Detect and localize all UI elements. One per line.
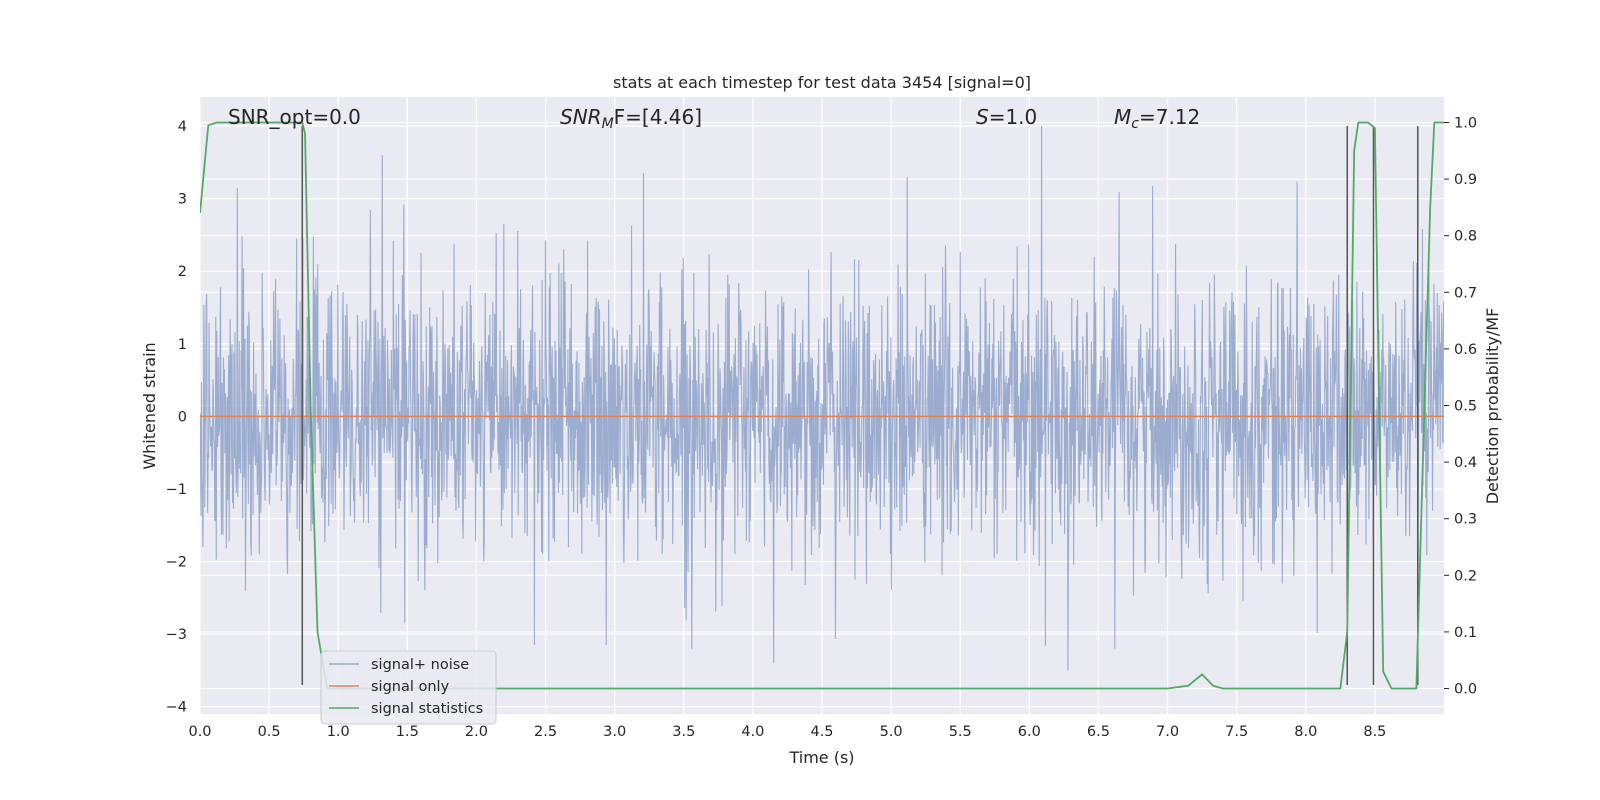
snr-mf-rest: F=[4.46] [614,105,702,129]
y-right-tick-label: 0.4 [1454,455,1477,471]
x-tick-label: 0.0 [188,724,211,740]
x-tick-label: 5.0 [880,724,903,740]
snr-mf-main: SNR [560,105,602,129]
x-tick-label: 2.0 [465,724,488,740]
y-left-tick-label: 2 [178,264,187,280]
s-main: S [976,105,989,129]
x-tick-label: 1.0 [327,724,350,740]
y-right-tick-label: 0.2 [1454,568,1477,584]
y-left-tick-label: −2 [166,555,187,571]
y-right-tick-label: 0.9 [1454,172,1477,188]
chart-title: stats at each timestep for test data 345… [613,73,1031,92]
x-tick-label: 8.5 [1363,724,1386,740]
annotation-s: S=1.0 [976,105,1037,129]
statistics-series [200,121,1444,690]
legend-label-statistics: signal statistics [371,701,483,717]
x-tick-label: 5.5 [949,724,972,740]
right-axis-ticks: 1.0 0.9 0.8 0.7 0.6 0.5 0.4 0.3 0.2 0.1 0.0 [1444,115,1477,698]
x-tick-label: 4.0 [741,724,764,740]
x-tick-label: 2.5 [534,724,557,740]
y-right-tick-label: 0.8 [1454,229,1477,245]
y-left-tick-label: 0 [178,409,187,425]
x-tick-label: 7.5 [1225,724,1248,740]
mc-sub: c [1131,116,1139,132]
annotation-mc: Mc=7.12 [1114,105,1200,132]
legend-box [320,650,497,725]
statistics-line [200,121,1444,690]
y-right-tick-label: 0.3 [1454,512,1477,528]
vertical-lines [301,126,1419,685]
y-right-tick-label: 0.7 [1454,285,1477,301]
y-left-tick-label: 3 [178,192,187,208]
y-left-tick-label: −1 [166,482,187,498]
y-right-tick-label: 0.5 [1454,399,1477,415]
noise-series [200,126,1444,671]
x-tick-label: 1.5 [396,724,419,740]
y-axis-label-right: Detection probability/MF [1483,308,1502,505]
annotation-snr-opt: SNR_opt=0.0 [228,105,361,129]
annotations: SNR_opt=0.0 SNRMF=[4.46] S=1.0 Mc=7.12 [228,105,1200,132]
x-axis-label: Time (s) [788,748,854,767]
x-tick-label: 8.0 [1294,724,1317,740]
x-tick-label: 6.5 [1087,724,1110,740]
annotation-snr-mf: SNRMF=[4.46] [560,105,702,132]
y-left-tick-label: −4 [166,700,187,716]
snr-mf-sub: M [602,116,614,132]
y-right-tick-label: 0.0 [1454,682,1477,698]
legend-label-noise: signal+ noise [371,657,469,673]
x-tick-label: 4.5 [810,724,833,740]
left-axis-ticks: 4 3 2 1 0 −1 −2 −3 −4 [166,119,187,716]
x-axis-ticks: 0.0 0.5 1.0 1.5 2.0 2.5 3.0 3.5 4.0 4.5 5.0 5.5 6.0 6… [188,724,1386,740]
x-tick-label: 0.5 [258,724,281,740]
legend: signal+ noise signal only signal statist… [320,650,497,725]
x-tick-label: 3.0 [603,724,626,740]
s-rest: =1.0 [989,105,1038,129]
y-axis-label-left: Whitened strain [140,342,159,469]
x-tick-label: 3.5 [672,724,695,740]
y-right-tick-label: 0.1 [1454,625,1477,641]
x-tick-label: 6.0 [1018,724,1041,740]
x-tick-label: 7.0 [1156,724,1179,740]
mc-rest: =7.12 [1139,105,1200,129]
y-right-tick-label: 0.6 [1454,342,1477,358]
y-left-tick-label: 1 [178,337,187,353]
mc-main: M [1114,105,1131,129]
y-left-tick-label: 4 [178,119,187,135]
y-right-tick-label: 1.0 [1454,115,1477,131]
y-left-tick-label: −3 [166,627,187,643]
noise-line [200,126,1444,671]
legend-label-signal-only: signal only [371,679,450,695]
